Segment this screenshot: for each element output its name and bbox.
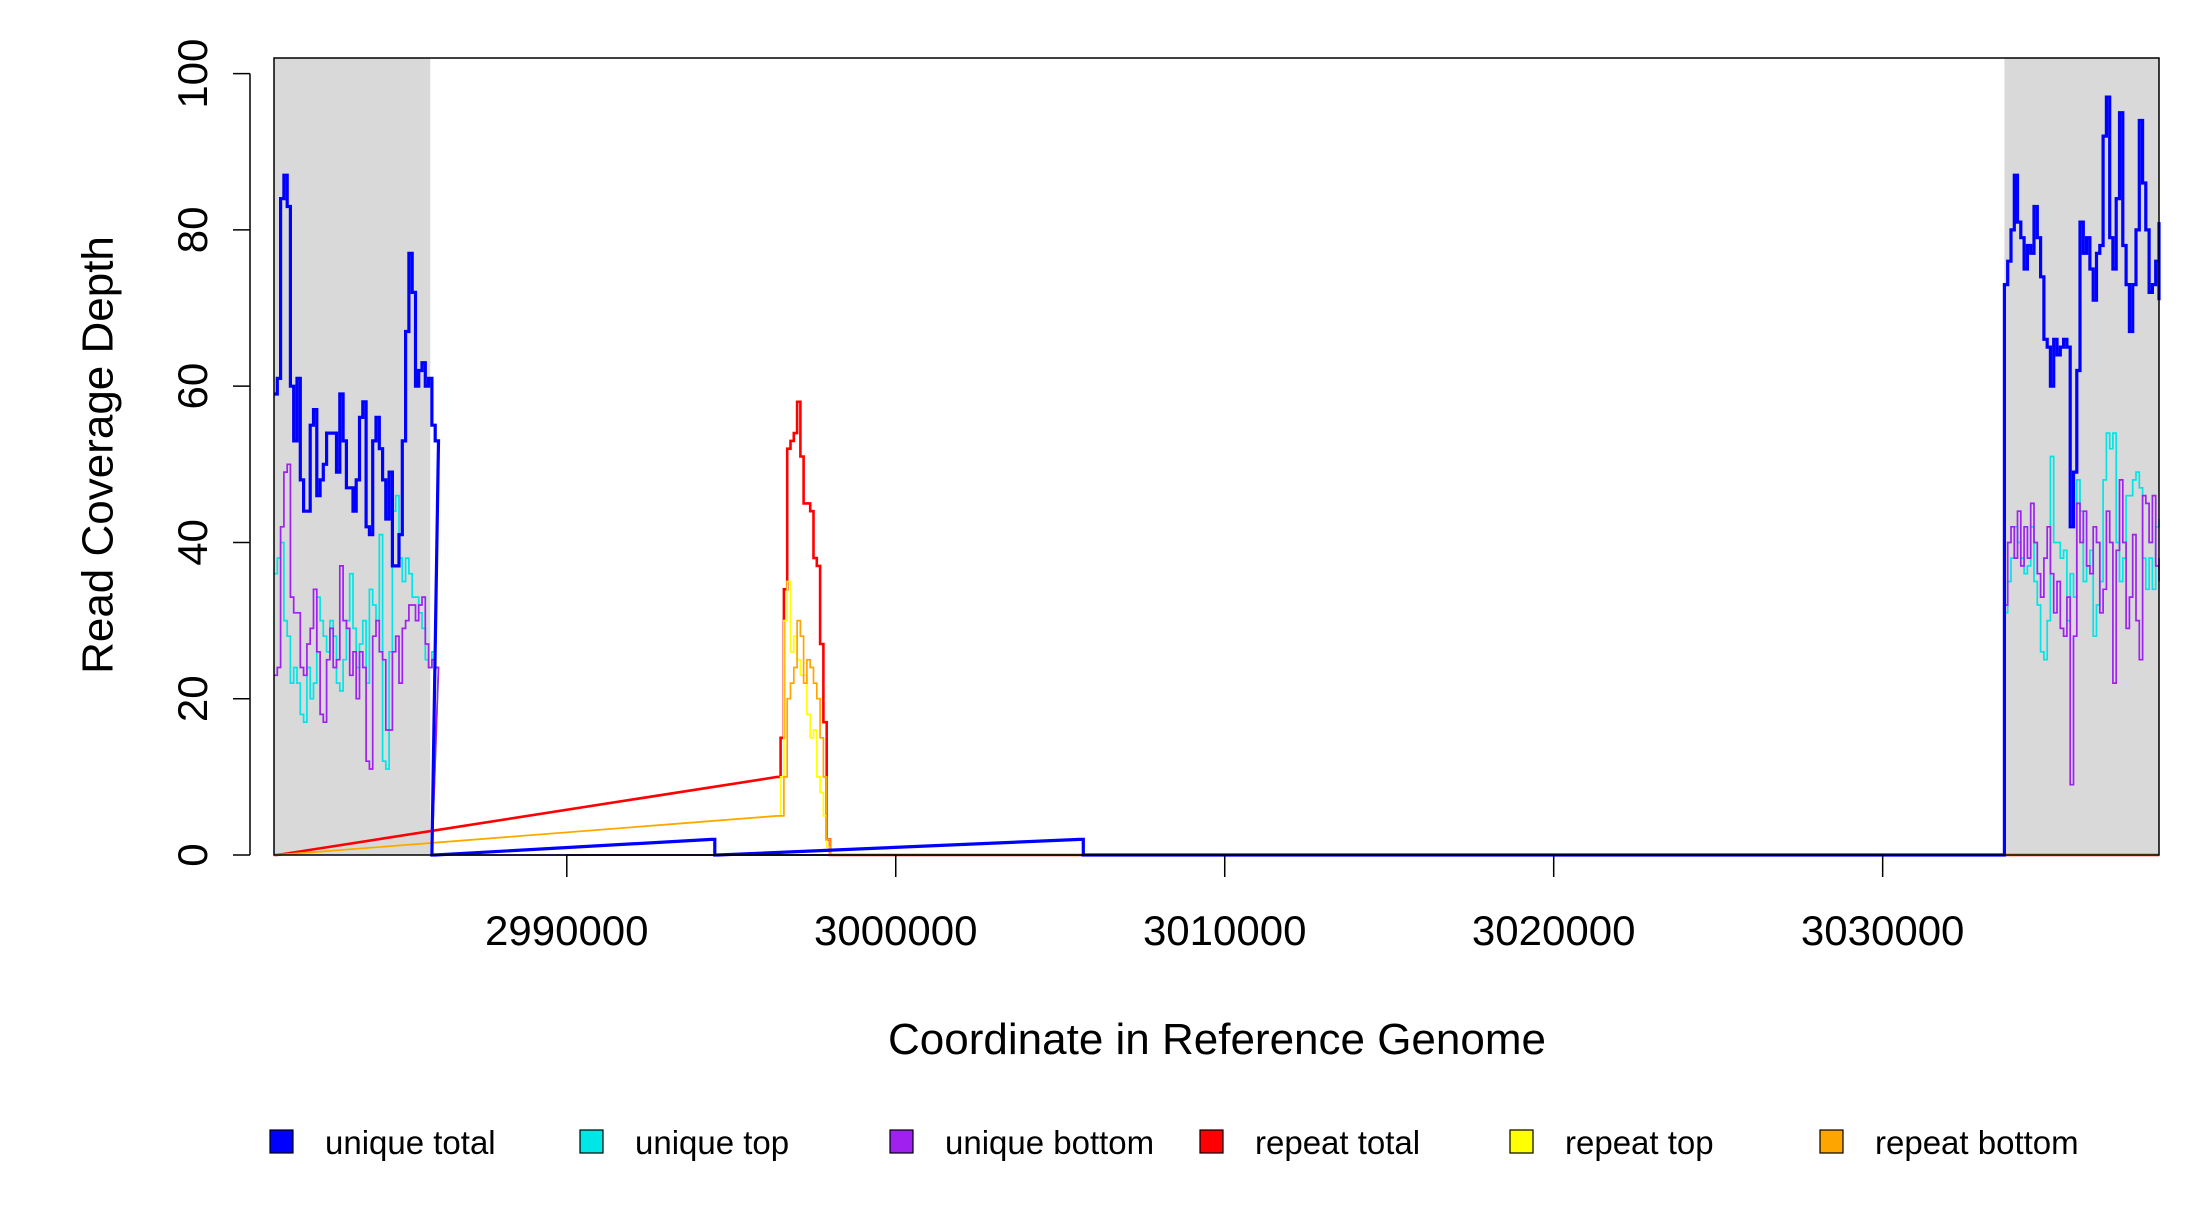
legend-item-repeat-bottom: repeat bottom <box>1819 1124 2079 1161</box>
y-tick-label: 60 <box>169 363 216 410</box>
series-unique-bottom <box>274 463 2160 856</box>
x-tick-label: 3010000 <box>1143 907 1307 954</box>
y-tick-label: 0 <box>169 843 216 866</box>
y-tick-label: 40 <box>169 519 216 566</box>
legend-swatch <box>1509 1129 1534 1154</box>
legend-label: repeat total <box>1255 1124 1420 1161</box>
legend-item-repeat-top: repeat top <box>1509 1124 1714 1161</box>
legend-swatch <box>889 1129 914 1154</box>
legend-item-repeat-total: repeat total <box>1199 1124 1420 1161</box>
shaded-region-1 <box>274 58 431 855</box>
series-repeat-total <box>274 400 2159 857</box>
shaded-region-2 <box>2004 58 2159 855</box>
x-tick-label: 2990000 <box>485 907 649 954</box>
x-axis: 2990000 3000000 3010000 3020000 3030000 <box>485 854 1965 954</box>
legend-label: repeat top <box>1565 1124 1714 1161</box>
y-tick-label: 100 <box>169 39 216 109</box>
legend-swatch <box>1819 1129 1844 1154</box>
legend-swatch <box>579 1129 604 1154</box>
y-tick-label: 20 <box>169 675 216 722</box>
x-tick-label: 3030000 <box>1801 907 1965 954</box>
legend-label: unique total <box>325 1124 496 1161</box>
y-axis: 0 20 40 60 80 100 <box>169 39 251 867</box>
legend-item-unique-top: unique top <box>579 1124 789 1161</box>
legend-item-unique-total: unique total <box>269 1124 496 1161</box>
legend-swatch <box>1199 1129 1224 1154</box>
series-unique-total <box>274 95 2161 857</box>
series-unique-top <box>274 432 2160 856</box>
series-repeat-top <box>274 580 2159 856</box>
legend-label: unique bottom <box>945 1124 1154 1161</box>
legend: unique total unique top unique bottom repea… <box>269 1124 2079 1161</box>
y-axis-title: Read Coverage Depth <box>74 236 123 674</box>
plot-frame <box>273 57 2160 856</box>
shaded-regions <box>274 58 2159 855</box>
legend-label: unique top <box>635 1124 789 1161</box>
legend-swatch <box>269 1129 294 1154</box>
legend-label: repeat bottom <box>1875 1124 2079 1161</box>
legend-item-unique-bottom: unique bottom <box>889 1124 1154 1161</box>
x-axis-title: Coordinate in Reference Genome <box>888 1015 1546 1064</box>
y-tick-label: 80 <box>169 207 216 254</box>
x-tick-label: 3000000 <box>814 907 978 954</box>
x-tick-label: 3020000 <box>1472 907 1636 954</box>
series-lines <box>274 95 2161 857</box>
series-repeat-bottom <box>274 619 2159 856</box>
